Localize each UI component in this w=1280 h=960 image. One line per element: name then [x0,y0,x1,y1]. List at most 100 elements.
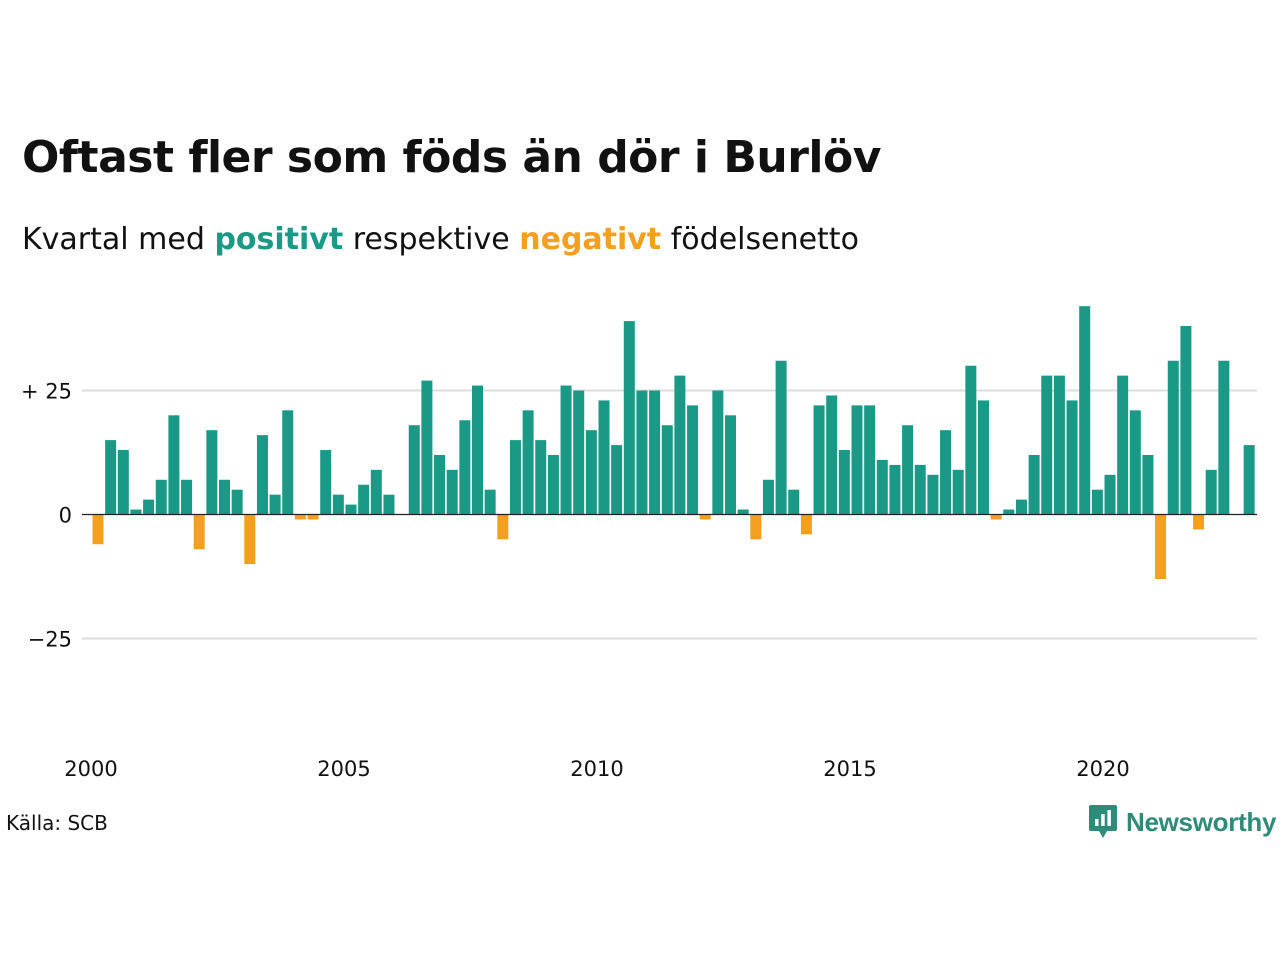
bar [522,410,534,515]
bar [1117,375,1129,515]
bar [294,514,306,520]
bar [725,415,736,515]
bar [1028,454,1040,515]
bar [864,405,876,515]
bar [446,469,458,515]
bar [902,425,914,515]
bar [92,514,104,545]
bar [484,489,496,515]
bar [1243,445,1255,515]
bar [219,479,230,515]
bar [661,425,673,515]
bar [1104,474,1116,515]
bar [1091,489,1103,515]
subtitle-positive-word: positivt [214,222,344,257]
bar [143,499,155,515]
bar [244,514,256,565]
bar [434,454,446,515]
bar [851,405,863,515]
bar [699,514,711,520]
bar [1041,375,1053,515]
x-tick-label: 2000 [64,757,117,781]
bar [155,479,167,515]
chart-title: Oftast fler som föds än dör i Burlöv [22,132,881,183]
subtitle-middle: respektive [352,222,510,257]
bar [623,321,635,515]
bar [927,474,939,515]
source-note: Källa: SCB [6,811,108,835]
chart-subtitle: Kvartal med positivt respektive negativt… [22,222,859,257]
bar [762,479,774,515]
bar [788,489,800,515]
bar [813,405,825,515]
newsworthy-logo-icon [1089,805,1117,838]
subtitle-negative-word: negativt [519,222,662,257]
bar [231,489,243,515]
subtitle-suffix: födelsenetto [670,222,859,257]
bar [1167,360,1179,515]
bar [712,390,724,515]
bar [181,479,193,515]
x-tick-label: 2010 [570,757,623,781]
bar [750,514,762,540]
bar [206,430,218,515]
bar [105,440,117,515]
bar [358,484,370,515]
x-tick-label: 2015 [823,757,876,781]
bar [990,514,1002,520]
bar [1205,469,1217,515]
bar [1193,514,1205,530]
bar [1142,454,1154,515]
bar [1180,326,1192,515]
bar [687,405,699,515]
bar [1129,410,1141,515]
bar [509,440,521,515]
bar [1003,509,1015,515]
x-tick-label: 2020 [1076,757,1129,781]
bar [547,454,559,515]
bar [535,440,547,515]
bar [611,445,623,515]
bar [889,464,901,515]
bar [117,450,129,515]
bar [472,385,483,515]
bar [598,400,610,515]
bar [130,509,142,515]
bar [307,514,319,520]
newsworthy-logo-text: Newsworthy [1126,806,1277,837]
subtitle-prefix: Kvartal med [22,222,205,257]
bar [168,415,180,515]
bar [876,459,888,515]
x-tick-label: 2005 [317,757,370,781]
bar [775,360,787,515]
bar [1053,375,1065,515]
bar [573,390,585,515]
bar [269,494,281,515]
newsworthy-logo: Newsworthy [1088,804,1276,840]
bar [332,494,344,515]
bar [560,385,572,515]
bar [838,450,850,515]
bar [193,514,205,550]
bar [345,504,357,515]
bar [1079,306,1091,515]
bar [952,469,964,515]
bar [585,430,597,515]
y-tick-label: + 25 [21,380,72,404]
bar [940,430,952,515]
bar [1015,499,1027,515]
bar [826,395,838,515]
bar [674,375,686,515]
bar [497,514,509,540]
bar [408,425,420,515]
y-tick-label: −25 [28,628,72,652]
bar [978,400,989,515]
bar [800,514,812,535]
bar [320,450,332,515]
bar [737,509,749,515]
bar [1218,360,1230,515]
bar [256,435,268,515]
bar [914,464,926,515]
bar-chart: + 25 0 −25 2000 2005 2010 2015 2020 [21,306,1257,781]
bar [649,390,661,515]
